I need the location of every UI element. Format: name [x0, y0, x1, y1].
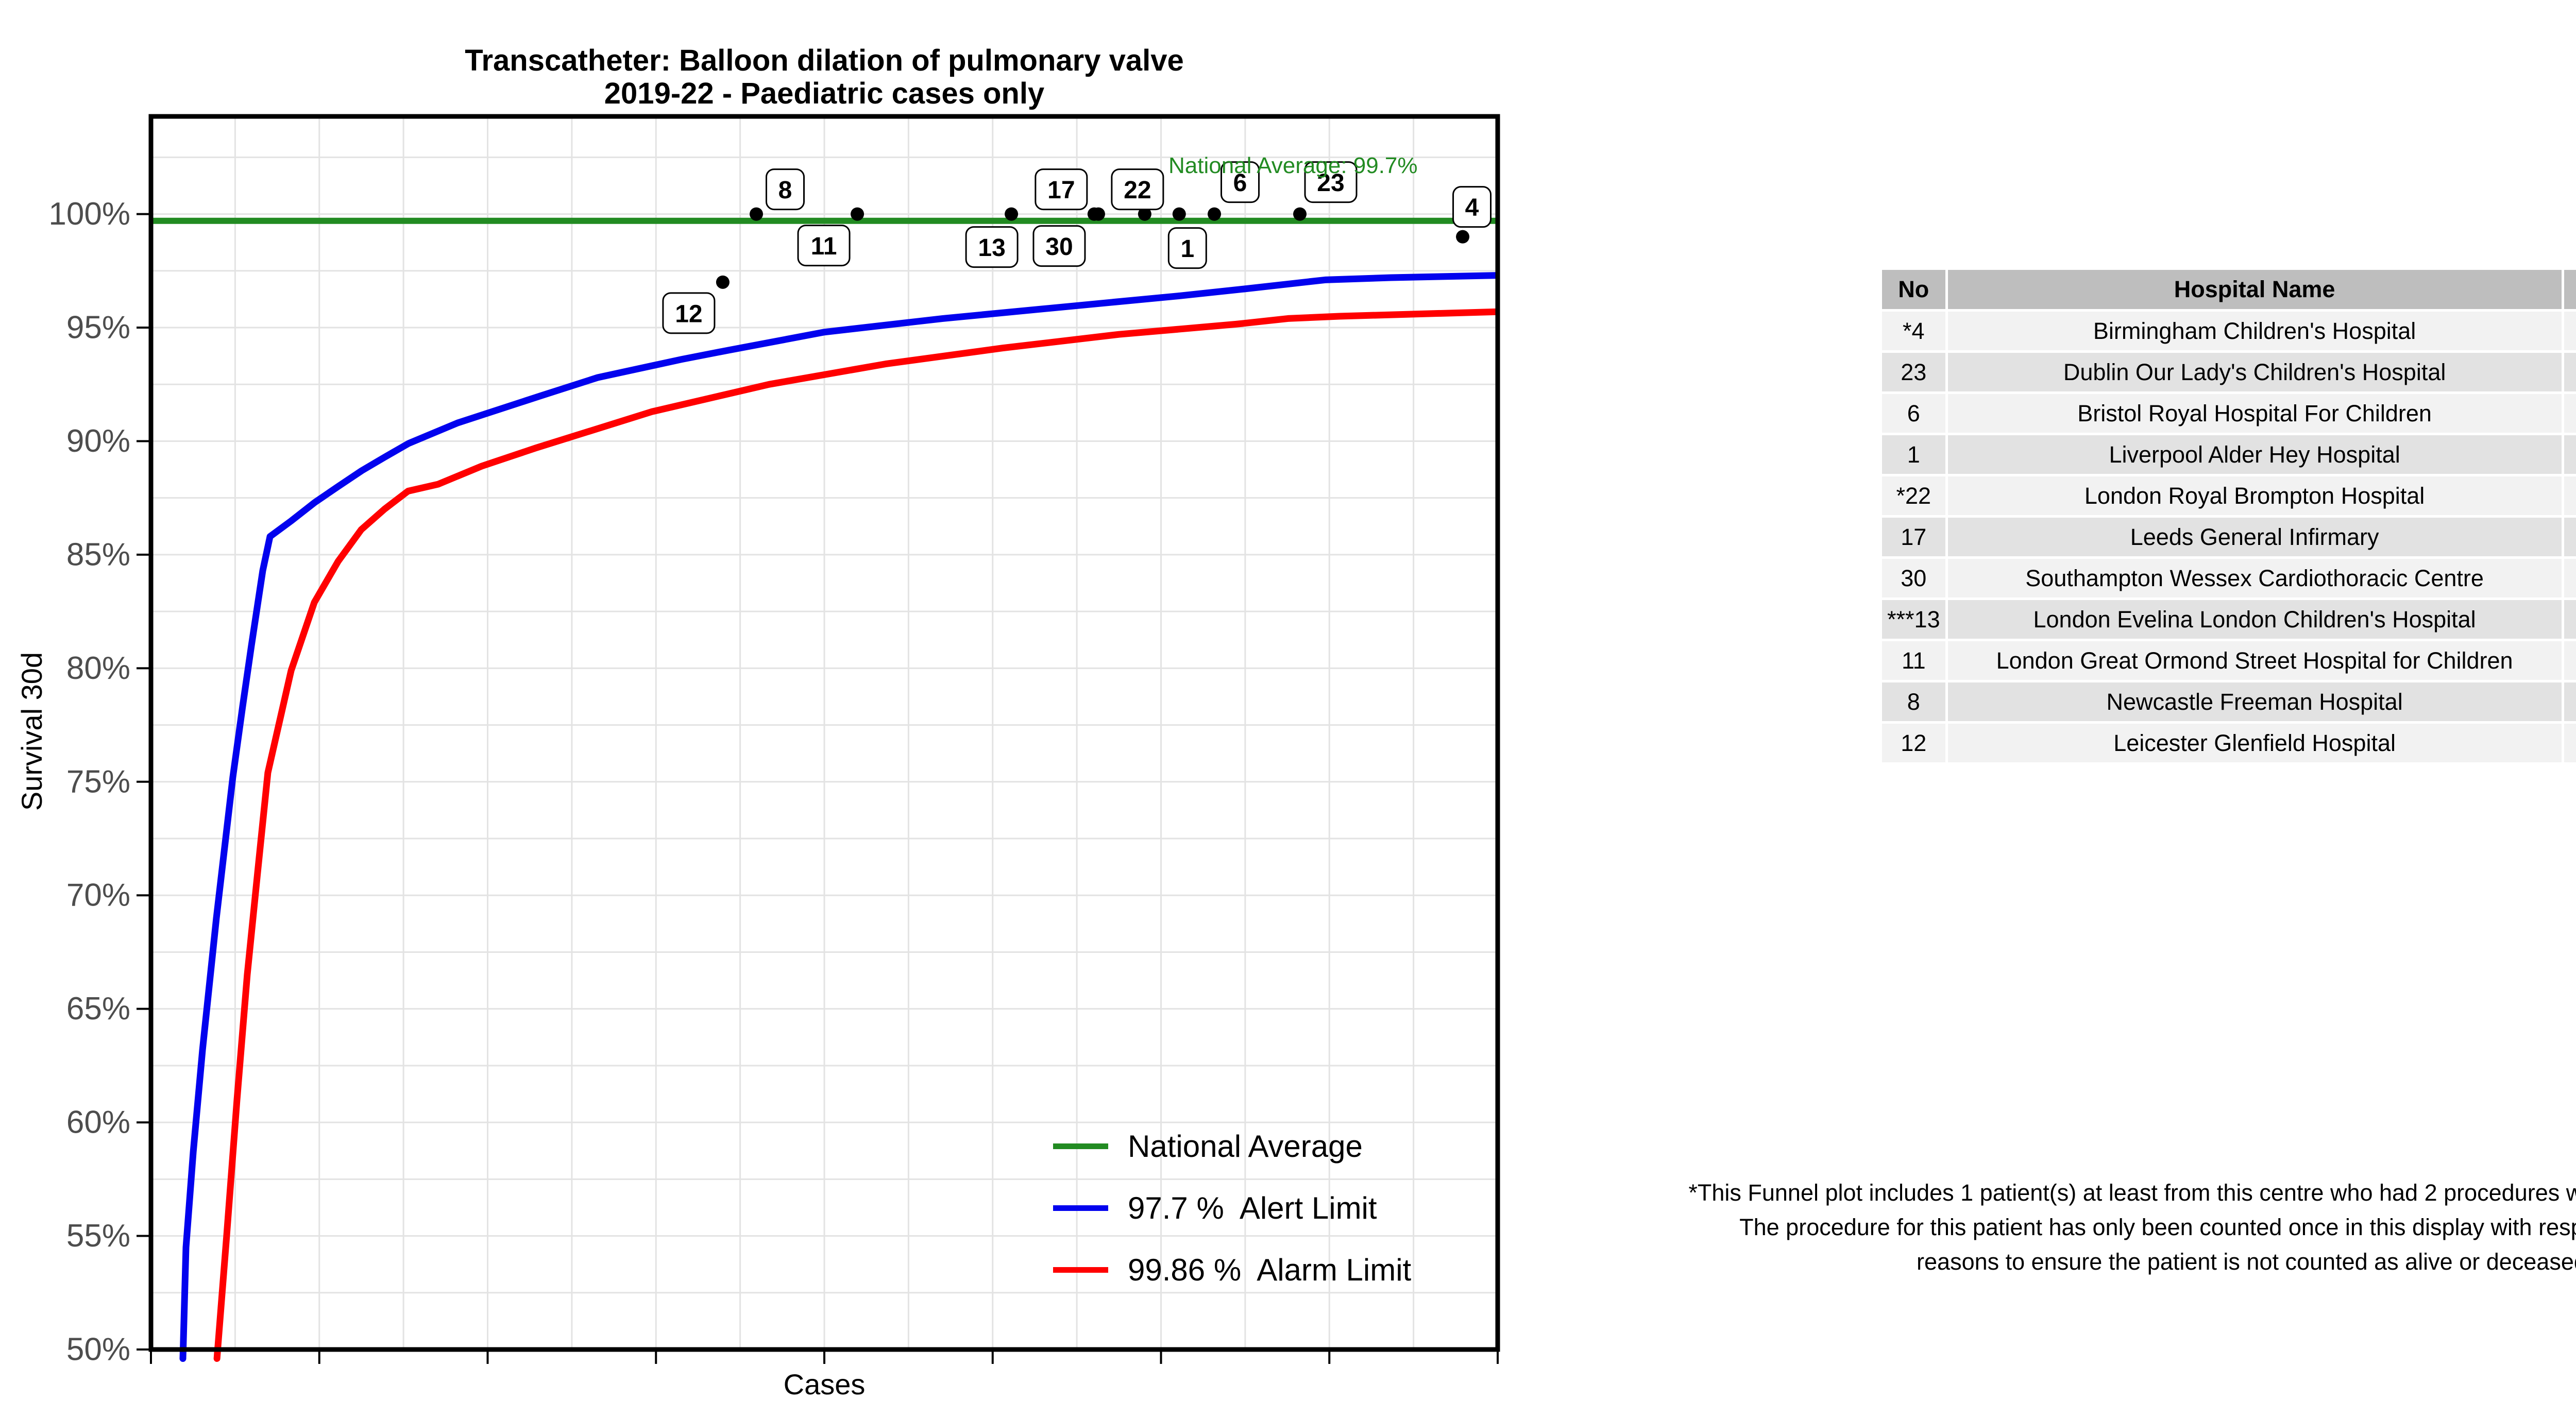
point-label-13: 13 [978, 234, 1005, 262]
y-tick-label: 65% [66, 991, 130, 1027]
cell-no: 8 [1881, 681, 1947, 723]
point-label-30: 30 [1045, 233, 1073, 261]
cell-no: 1 [1881, 434, 1947, 475]
legend: National Average 97.7 % Alert Limit 99.8… [1053, 1115, 1411, 1301]
cell-no: *22 [1881, 475, 1947, 517]
chart-title: Transcatheter: Balloon dilation of pulmo… [151, 44, 1498, 110]
header-no: No [1881, 269, 1947, 311]
point-label-17: 17 [1047, 177, 1075, 204]
cell-no: 11 [1881, 640, 1947, 681]
hospital-point-6 [1208, 208, 1221, 221]
cell-survival: 100% [2563, 517, 2576, 558]
legend-item-alarm-limit: 99.86 % Alarm Limit [1053, 1239, 1411, 1301]
national-average-annotation: National Average: 99.7% [1168, 153, 1418, 179]
point-label-12: 12 [675, 300, 702, 328]
header-survival-30d: Survival 30d [2563, 269, 2576, 311]
cell-hospital-name: Newcastle Freeman Hospital [1946, 681, 2563, 723]
legend-label: National Average [1128, 1129, 1363, 1164]
hospital-point-8 [750, 208, 763, 221]
alert-limit-line-swatch [1053, 1205, 1108, 1211]
footnote-line2: The procedure for this patient has only … [1594, 1210, 2576, 1244]
cell-hospital-name: Leeds General Infirmary [1946, 517, 2563, 558]
legend-item-alert-limit: 97.7 % Alert Limit [1053, 1177, 1411, 1239]
header-hospital-name: Hospital Name [1946, 269, 2563, 311]
hospital-point-30 [1092, 208, 1105, 221]
cell-survival: 100% [2563, 558, 2576, 599]
hospital-point-12 [716, 276, 730, 289]
x-axis-title: Cases [151, 1368, 1498, 1401]
y-tick-label: 70% [66, 878, 130, 913]
cell-hospital-name: Dublin Our Lady's Children's Hospital [1946, 352, 2563, 393]
legend-label: 97.7 % Alert Limit [1128, 1190, 1377, 1226]
cell-no: 6 [1881, 393, 1947, 434]
cell-hospital-name: Liverpool Alder Hey Hospital [1946, 434, 2563, 475]
hospital-point-13 [1005, 208, 1018, 221]
footnote-line3: reasons to ensure the patient is not cou… [1594, 1244, 2576, 1279]
cell-survival: 97% [2563, 723, 2576, 764]
cell-hospital-name: Bristol Royal Hospital For Children [1946, 393, 2563, 434]
hospital-point-23 [1293, 208, 1307, 221]
cell-no: *4 [1881, 311, 1947, 352]
cell-hospital-name: Southampton Wessex Cardiothoracic Centre [1946, 558, 2563, 599]
alarm-limit-line-swatch [1053, 1267, 1108, 1273]
cell-survival: 100% [2563, 352, 2576, 393]
cell-no: 23 [1881, 352, 1947, 393]
cell-survival: 100% [2563, 599, 2576, 640]
y-tick-label: 85% [66, 537, 130, 572]
point-label-8: 8 [778, 177, 792, 204]
cell-survival: 99% [2563, 311, 2576, 352]
point-label-11: 11 [811, 233, 837, 260]
y-tick-label: 100% [48, 196, 130, 232]
y-tick-label: 90% [66, 423, 130, 459]
y-tick-label: 75% [66, 764, 130, 799]
footnote: *This Funnel plot includes 1 patient(s) … [1594, 1175, 2576, 1279]
point-label-1: 1 [1180, 235, 1194, 263]
legend-item-national-average: National Average [1053, 1115, 1411, 1177]
cell-hospital-name: London Royal Brompton Hospital [1946, 475, 2563, 517]
cell-hospital-name: London Great Ormond Street Hospital for … [1946, 640, 2563, 681]
point-label-4: 4 [1465, 194, 1479, 221]
table-header-row: No Hospital Name Survival 30d [1881, 269, 2576, 311]
y-tick-label: 60% [66, 1105, 130, 1140]
cell-hospital-name: Birmingham Children's Hospital [1946, 311, 2563, 352]
footnote-line1: *This Funnel plot includes 1 patient(s) … [1594, 1175, 2576, 1210]
chart-title-line2: 2019-22 - Paediatric cases only [151, 77, 1498, 110]
y-axis-title: Survival 30d [15, 474, 47, 989]
y-tick-label: 50% [66, 1332, 130, 1368]
cell-hospital-name: London Evelina London Children's Hospita… [1946, 599, 2563, 640]
cell-no: 17 [1881, 517, 1947, 558]
hospital-point-1 [1173, 208, 1186, 221]
y-tick-label: 95% [66, 310, 130, 346]
legend-label: 99.86 % Alarm Limit [1128, 1252, 1411, 1288]
cell-survival: 100% [2563, 393, 2576, 434]
hospital-point-4 [1456, 230, 1469, 244]
hospital-point-11 [851, 208, 864, 221]
cell-survival: 100% [2563, 640, 2576, 681]
chart-title-line1: Transcatheter: Balloon dilation of pulmo… [151, 44, 1498, 77]
hospital-table: No Hospital Name Survival 30d *4Birmingh… [1879, 267, 2576, 765]
cell-no: ***13 [1881, 599, 1947, 640]
y-tick-label: 80% [66, 651, 130, 686]
cell-no: 12 [1881, 723, 1947, 764]
point-label-22: 22 [1124, 177, 1151, 204]
cell-survival: 100% [2563, 434, 2576, 475]
cell-survival: 100% [2563, 475, 2576, 517]
y-tick-label: 55% [66, 1218, 130, 1254]
cell-no: 30 [1881, 558, 1947, 599]
national-average-line-swatch [1053, 1143, 1108, 1149]
cell-hospital-name: Leicester Glenfield Hospital [1946, 723, 2563, 764]
cell-survival: 100% [2563, 681, 2576, 723]
